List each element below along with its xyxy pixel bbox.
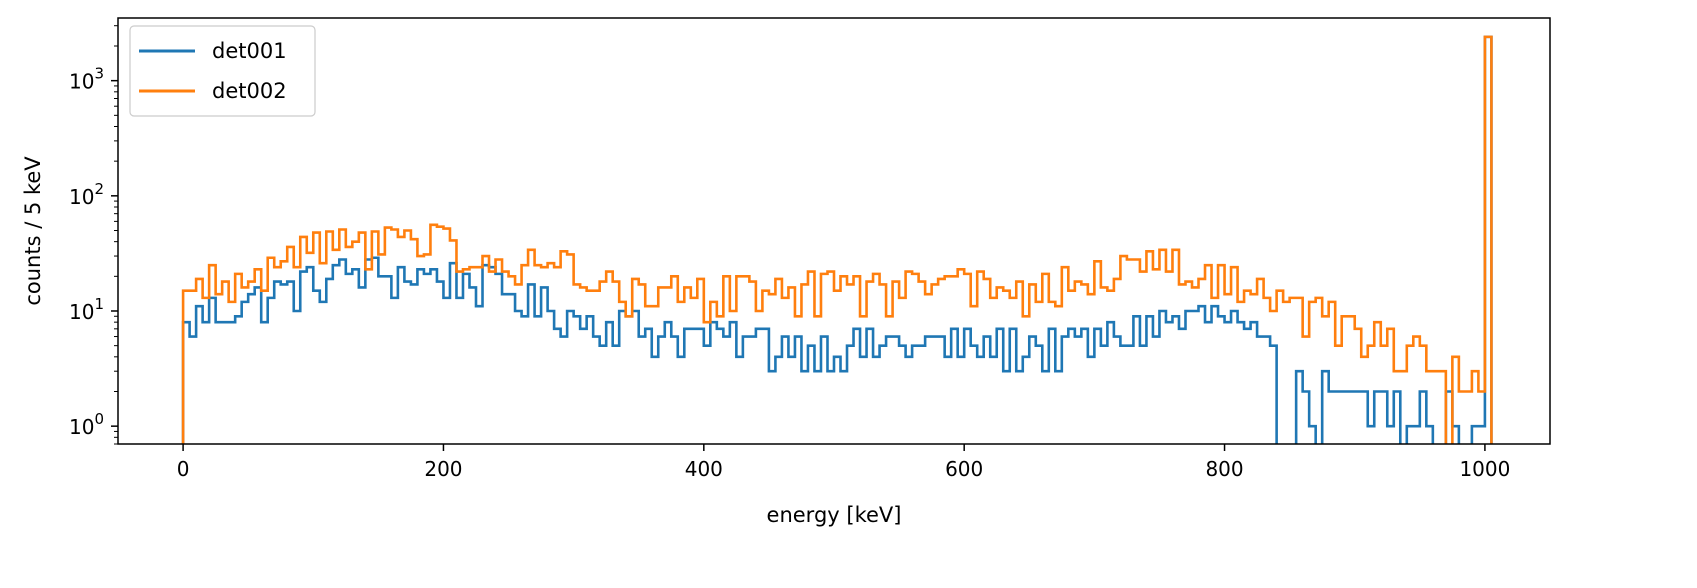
series-layer [181, 35, 1493, 444]
y-tick-label: 101 [69, 295, 104, 324]
x-tick-label: 0 [177, 457, 190, 481]
x-tick-label: 400 [685, 457, 723, 481]
y-tick-label: 100 [69, 410, 104, 439]
legend: det001 det002 [129, 25, 316, 117]
y-axis: 100 101 102 103 [69, 25, 118, 445]
y-tick-label: 103 [69, 65, 104, 94]
x-tick-label: 600 [945, 457, 983, 481]
legend-label-det002: det002 [212, 79, 287, 103]
x-tick-label: 800 [1205, 457, 1243, 481]
series-det002 [181, 35, 1493, 444]
x-tick-label: 200 [424, 457, 462, 481]
x-tick-label: 1000 [1459, 457, 1510, 481]
legend-label-det001: det001 [212, 39, 287, 63]
legend-box [129, 25, 316, 117]
y-axis-title: counts / 5 keV [21, 156, 45, 306]
y-tick-label: 102 [69, 180, 104, 209]
series-det001 [181, 35, 1493, 444]
x-axis-title: energy [keV] [767, 503, 902, 527]
x-axis: 0 200 400 600 800 1000 [177, 444, 1510, 481]
plot-frame [117, 17, 1551, 445]
